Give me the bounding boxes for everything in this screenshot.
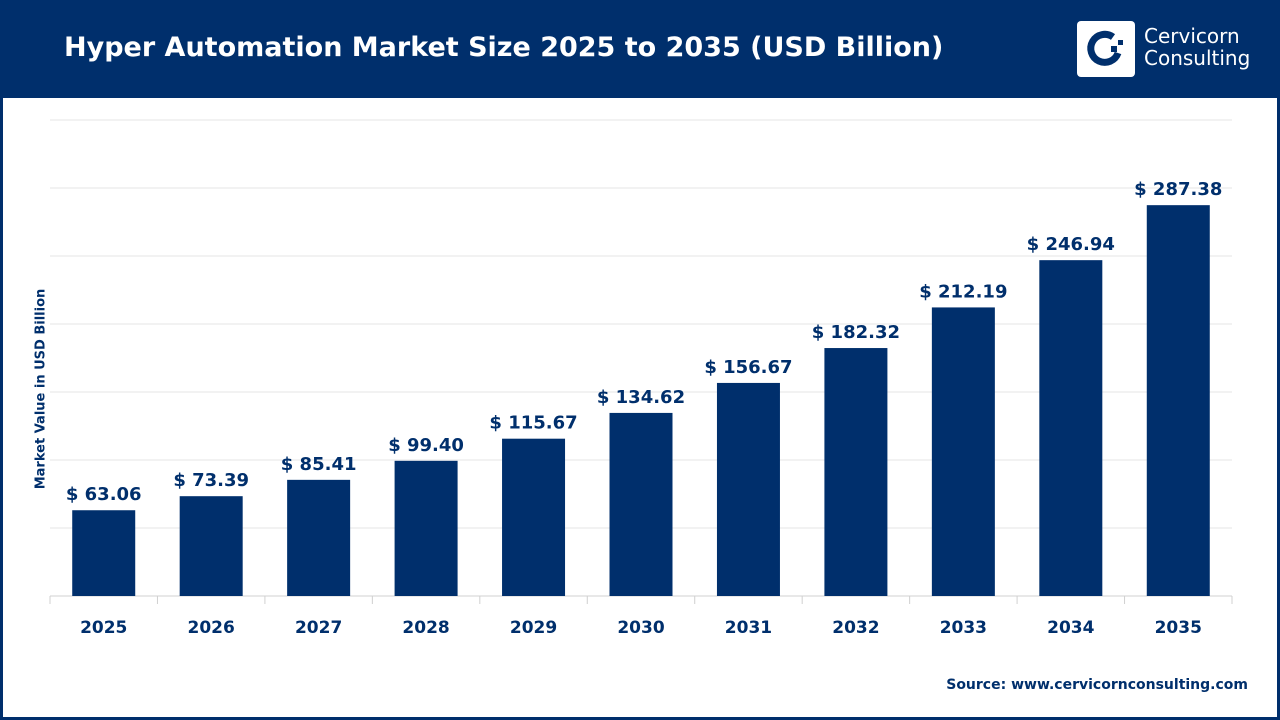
logo-icon xyxy=(1077,21,1135,77)
data-label: $ 246.94 xyxy=(1027,234,1115,255)
data-label: $ 63.06 xyxy=(66,484,142,505)
data-label: $ 73.39 xyxy=(173,470,249,491)
bar-2029 xyxy=(502,438,566,596)
data-label: $ 182.32 xyxy=(812,322,900,343)
x-tick-label: 2032 xyxy=(832,618,879,638)
data-label: $ 156.67 xyxy=(704,357,792,378)
x-tick-label: 2035 xyxy=(1155,618,1202,638)
x-tick-label: 2030 xyxy=(617,618,664,638)
bar-2028 xyxy=(394,460,458,596)
page-title: Hyper Automation Market Size 2025 to 203… xyxy=(64,32,944,63)
bar-2025 xyxy=(72,510,136,596)
bar-2032 xyxy=(824,348,888,596)
x-tick-label: 2029 xyxy=(510,618,557,638)
x-tick-label: 2033 xyxy=(940,618,987,638)
bar-2030 xyxy=(609,412,673,596)
x-tick-label: 2026 xyxy=(188,618,235,638)
bar-2031 xyxy=(716,382,780,596)
data-label: $ 99.40 xyxy=(388,435,464,456)
x-tick-label: 2031 xyxy=(725,618,772,638)
header-bar: Hyper Automation Market Size 2025 to 203… xyxy=(0,0,1280,98)
x-tick-label: 2034 xyxy=(1047,618,1094,638)
x-tick-label: 2025 xyxy=(80,618,127,638)
data-label: $ 115.67 xyxy=(489,413,577,434)
bar-2026 xyxy=(179,496,243,596)
data-label: $ 134.62 xyxy=(597,387,685,408)
bar-2034 xyxy=(1039,260,1103,596)
bar-2033 xyxy=(931,307,995,596)
data-label: $ 212.19 xyxy=(919,281,1007,302)
logo-line-2: Consulting xyxy=(1144,46,1251,70)
logo-text: Cervicorn Consulting xyxy=(1144,25,1250,69)
data-label: $ 287.38 xyxy=(1134,179,1222,200)
bar-2035 xyxy=(1146,205,1210,596)
logo-line-1: Cervicorn xyxy=(1144,24,1240,48)
source-note: Source: www.cervicornconsulting.com xyxy=(946,677,1248,693)
bar-2027 xyxy=(287,479,351,596)
x-tick-label: 2027 xyxy=(295,618,342,638)
data-label: $ 85.41 xyxy=(281,454,357,475)
x-tick-label: 2028 xyxy=(402,618,449,638)
